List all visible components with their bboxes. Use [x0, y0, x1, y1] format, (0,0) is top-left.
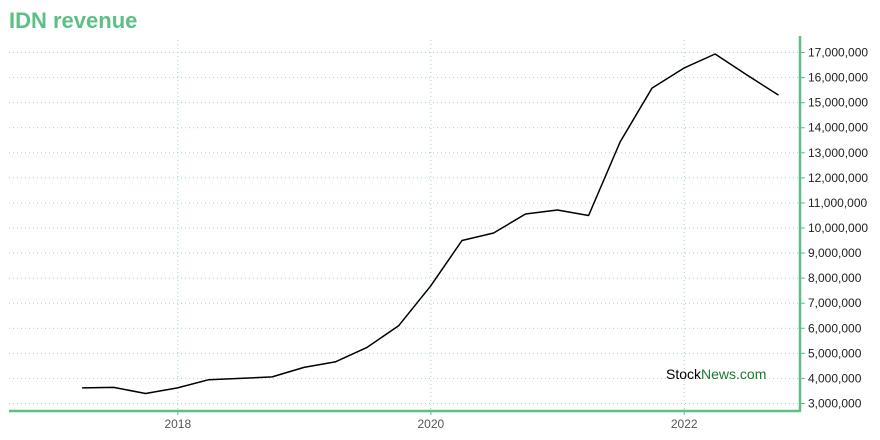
y-tick-label: 4,000,000 [808, 371, 862, 385]
x-tick-label: 2020 [417, 417, 444, 431]
y-tick-label: 9,000,000 [808, 246, 862, 260]
y-axis-ticks: 3,000,000 4,000,000 5,000,000 6,000,000 7,00… [800, 46, 868, 410]
y-tick-label: 8,000,000 [808, 271, 862, 285]
x-tick-label: 2022 [671, 417, 698, 431]
y-tick-label: 15,000,000 [808, 96, 868, 110]
x-tick-label: 2018 [164, 417, 191, 431]
y-tick-label: 6,000,000 [808, 321, 862, 335]
y-tick-label: 11,000,000 [808, 196, 867, 210]
y-tick-label: 14,000,000 [808, 121, 868, 135]
y-tick-label: 3,000,000 [808, 396, 862, 410]
gridlines [9, 40, 800, 411]
chart-title: IDN revenue [9, 8, 138, 33]
series-group [82, 53, 779, 395]
y-tick-label: 5,000,000 [808, 346, 862, 360]
watermark: StockNews.com [666, 366, 766, 382]
series-line-revenue [82, 53, 779, 395]
x-axis-ticks: 2018 2020 2022 [164, 411, 698, 431]
watermark-part1: Stock [666, 366, 702, 382]
y-tick-label: 17,000,000 [808, 46, 868, 60]
y-tick-label: 7,000,000 [808, 296, 862, 310]
y-tick-label: 10,000,000 [808, 221, 868, 235]
y-tick-label: 12,000,000 [808, 171, 868, 185]
y-tick-label: 16,000,000 [808, 71, 868, 85]
watermark-part2: News.com [701, 366, 766, 382]
y-tick-label: 13,000,000 [808, 146, 868, 160]
axes [9, 36, 802, 413]
